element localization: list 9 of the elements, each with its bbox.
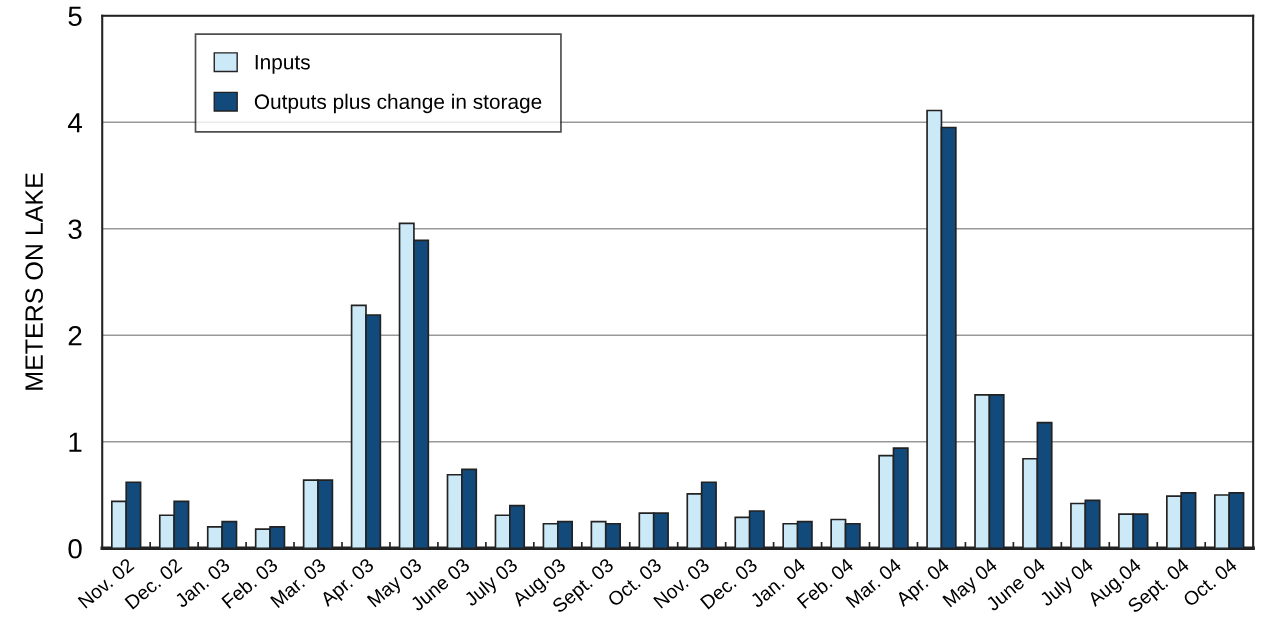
y-tick-label: 2 bbox=[68, 325, 82, 346]
y-tick-label: 5 bbox=[68, 6, 82, 27]
y-tick-label: 0 bbox=[68, 538, 82, 559]
legend-label: Inputs bbox=[255, 54, 310, 74]
y-axis-title: METERS ON LAKE bbox=[25, 173, 43, 390]
y-tick-label: 4 bbox=[67, 113, 82, 133]
legend-label: Outputs plus change in storage bbox=[254, 93, 542, 114]
y-tick-label: 3 bbox=[68, 219, 82, 240]
y-tick-label: 1 bbox=[69, 432, 82, 452]
